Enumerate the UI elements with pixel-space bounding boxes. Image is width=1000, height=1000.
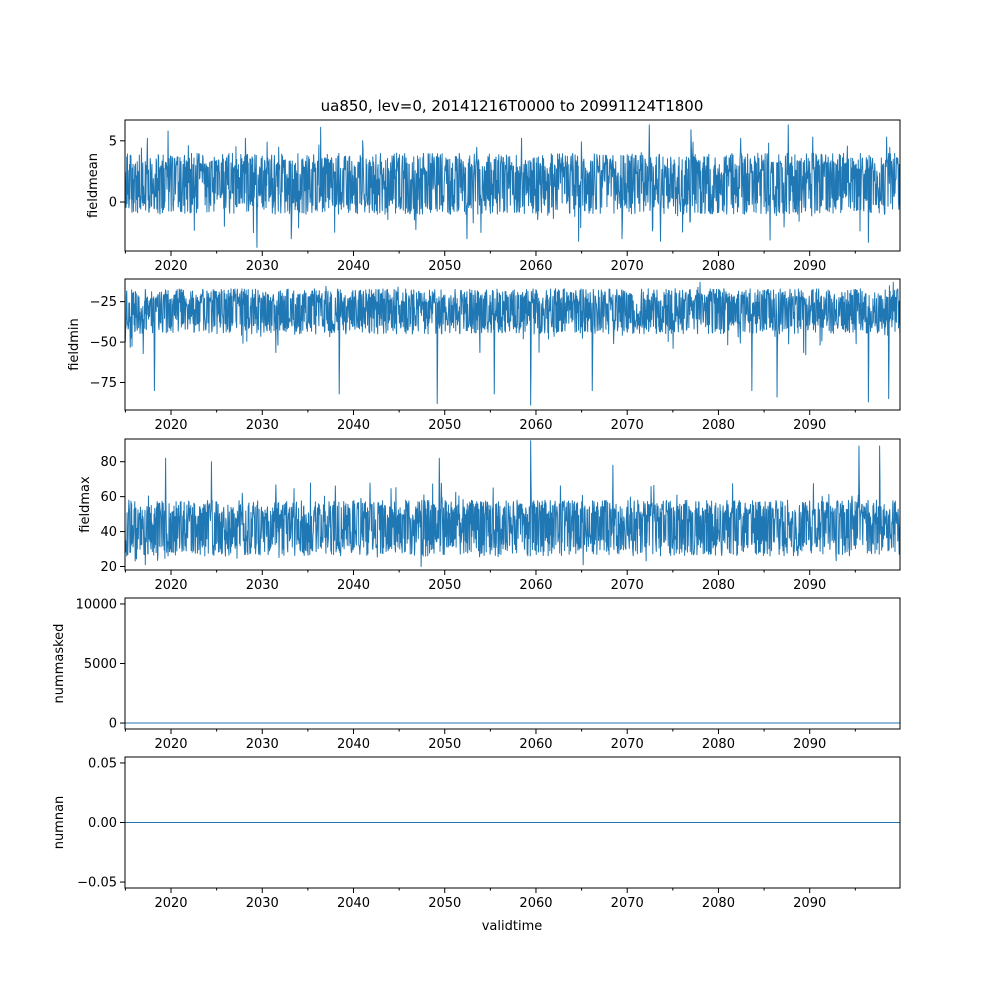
y-tick-label: 40 [100,525,117,540]
x-tick-label: 2070 [611,578,644,593]
x-tick-label: 2020 [154,578,187,593]
panel-fieldmean: 2020 2030 2040 2050 2060 2070 2080 2090 5 0 fieldm… [86,119,901,274]
x-tick-label: 2030 [246,737,279,752]
x-tick-label: 2060 [519,578,552,593]
axes-frame-fieldmean [124,119,901,252]
x-tick-label: 2030 [246,418,279,433]
y-tick-label: −25 [90,295,117,310]
x-tick-label: 2050 [428,259,461,274]
x-tick-label: 2060 [519,737,552,752]
x-tick-label: 2040 [337,578,370,593]
y-tick-label: 5000 [84,657,117,672]
chart-title: ua850, lev=0, 20141216T0000 to 20991124T… [321,97,704,115]
x-tick-label: 2060 [519,259,552,274]
y-tick-label: 0 [109,196,117,211]
y-tick-label: −75 [90,376,117,391]
x-tick-label: 2040 [337,737,370,752]
x-tick-label: 2030 [246,896,279,911]
panel-fieldmin: 2020 2030 2040 2050 2060 2070 2080 2090 −25 −50 −7… [67,278,901,433]
axes-frame-fieldmin [124,278,901,411]
y-axis-label-fieldmin: fieldmin [67,318,82,371]
y-tick-label: 5 [109,134,117,149]
x-tick-label: 2050 [428,578,461,593]
series-line-fieldmean [125,124,900,248]
x-tick-label: 2080 [702,259,735,274]
y-tick-label: 10000 [76,597,117,612]
x-tick-label: 2070 [611,418,644,433]
y-tick-label: 0.05 [88,756,117,771]
x-tick-label: 2050 [428,737,461,752]
series-line-fieldmax [125,440,900,568]
y-tick-label: 20 [100,560,117,575]
y-tick-label: −0.05 [77,876,117,891]
x-tick-label: 2070 [611,737,644,752]
x-tick-label: 2050 [428,418,461,433]
x-tick-label: 2060 [519,896,552,911]
x-tick-label: 2080 [702,418,735,433]
x-tick-label: 2020 [154,418,187,433]
x-tick-label: 2040 [337,259,370,274]
x-tick-label: 2070 [611,259,644,274]
x-tick-label: 2080 [702,578,735,593]
series-line-fieldmin [125,281,900,406]
x-tick-label: 2090 [793,896,826,911]
y-tick-label: 60 [100,490,117,505]
x-tick-label: 2060 [519,418,552,433]
x-tick-label: 2020 [154,896,187,911]
y-tick-label: 80 [100,455,117,470]
x-tick-label: 2030 [246,259,279,274]
x-tick-label: 2030 [246,578,279,593]
panel-numnan: 2020 2030 2040 2050 2060 2070 2080 2090 0.05 0.00… [52,756,901,911]
y-axis-label-nummasked: nummasked [52,624,67,704]
x-tick-label: 2020 [154,259,187,274]
x-tick-label: 2040 [337,418,370,433]
y-axis-label-fieldmax: fieldmax [78,476,93,533]
y-tick-label: 0.00 [88,816,117,831]
x-tick-label: 2090 [793,578,826,593]
x-axis-label: validtime [482,919,543,934]
panel-nummasked: 2020 2030 2040 2050 2060 2070 2080 2090 10000 500… [52,597,901,752]
x-tick-label: 2020 [154,737,187,752]
x-tick-label: 2090 [793,737,826,752]
x-tick-label: 2050 [428,896,461,911]
panel-fieldmax: 2020 2030 2040 2050 2060 2070 2080 2090 80 60 40 20… [78,438,901,593]
y-tick-label: 0 [109,717,117,732]
x-tick-label: 2090 [793,418,826,433]
axes-frame-fieldmax [124,438,901,571]
x-tick-label: 2070 [611,896,644,911]
x-tick-label: 2080 [702,896,735,911]
panels: 2020 2030 2040 2050 2060 2070 2080 209050fieldm… [52,119,901,911]
y-axis-label-numnan: numnan [52,796,67,850]
x-tick-label: 2080 [702,737,735,752]
x-tick-label: 2090 [793,259,826,274]
x-tick-label: 2040 [337,896,370,911]
y-tick-label: −50 [90,336,117,351]
y-axis-label-fieldmean: fieldmean [86,153,101,218]
